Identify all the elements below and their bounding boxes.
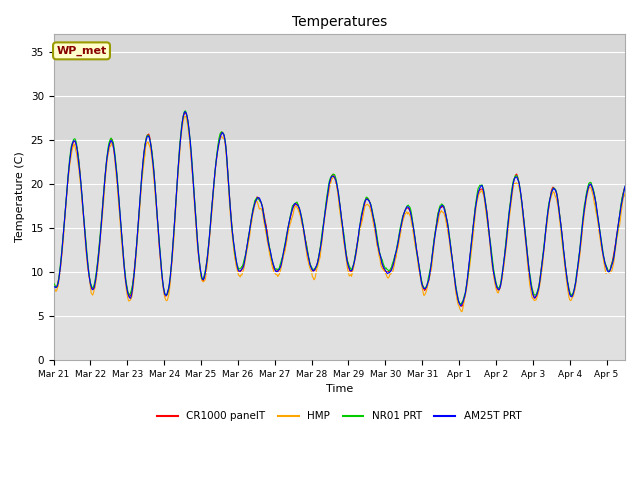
Legend: CR1000 panelT, HMP, NR01 PRT, AM25T PRT: CR1000 panelT, HMP, NR01 PRT, AM25T PRT	[153, 408, 525, 426]
Y-axis label: Temperature (C): Temperature (C)	[15, 152, 25, 242]
X-axis label: Time: Time	[326, 384, 353, 394]
Text: WP_met: WP_met	[56, 46, 107, 56]
Bar	[54, 35, 625, 140]
Title: Temperatures: Temperatures	[292, 15, 387, 29]
